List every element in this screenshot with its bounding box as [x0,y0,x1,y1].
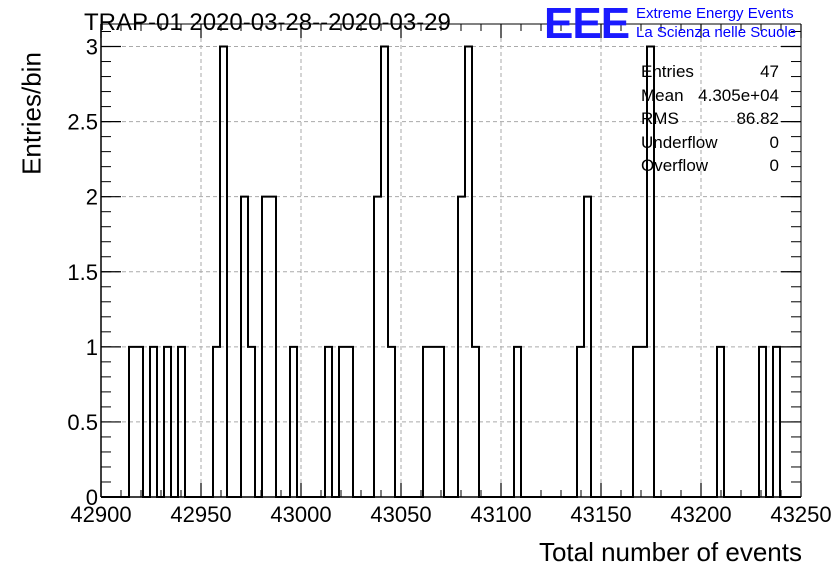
histogram-bin [150,347,157,497]
x-tick-label: 43100 [470,502,531,527]
histogram-bin [437,347,444,497]
stats-value: 0 [769,156,779,175]
stats-key: Mean [641,85,684,105]
histogram-bin [633,347,640,497]
histogram-bin [577,347,584,497]
histogram-bin [248,347,255,497]
x-tick-label: 42900 [70,502,131,527]
histogram-bin [773,347,780,497]
eee-logo: EEE [544,0,630,48]
stats-row-entries: Entries 47 [641,60,779,84]
x-tick-label: 43050 [370,502,431,527]
y-tick-label: 2 [86,185,98,210]
histogram-bin [290,347,297,497]
histogram-bin [164,347,171,497]
y-tick-label: 0 [86,485,98,510]
x-tick-label: 43150 [570,502,631,527]
stats-value: 0 [769,132,779,152]
histogram-bin [220,47,227,497]
histogram-bin [640,347,647,497]
y-tick-label: 1.5 [67,260,98,285]
histogram-bin [346,347,353,497]
x-tick-label: 42950 [170,502,231,527]
histogram-bin [178,347,185,497]
histogram-bin [465,47,472,497]
logo-caption-line2: La Scienza nelle Scuole [636,24,797,41]
histogram-bin [339,347,346,497]
y-tick-label: 0.5 [67,410,98,435]
histogram-bin [584,197,591,497]
stats-value: 47 [760,62,779,81]
chart-title: TRAP-01 2020-03-28--2020-03-29 [84,9,451,36]
histogram-bin [262,197,269,497]
histogram-bin [374,197,381,497]
histogram-bin [241,197,248,497]
histogram-bin [458,197,465,497]
y-axis-label: Entries/bin [16,52,47,175]
stats-value: 4.305e+04 [698,85,779,105]
histogram-bin [472,347,479,497]
stats-key: Underflow [641,132,718,152]
stats-row-underflow: Underflow 0 [641,131,779,155]
histogram-outline [101,45,801,498]
histogram-bin [269,197,276,497]
histogram-bin [136,347,143,497]
histogram-bin [514,347,521,497]
histogram-bin [423,347,430,497]
x-tick-label: 43200 [670,502,731,527]
histogram-bin [381,47,388,497]
y-tick-label: 1 [86,335,98,360]
logo-caption: Extreme Energy Events La Scienza nelle S… [636,4,796,42]
stats-row-mean: Mean 4.305e+04 [641,84,779,108]
stats-box: Entries 47 Mean 4.305e+04 RMS 86.82 Unde… [641,60,779,178]
histogram-bin [388,347,395,497]
x-tick-label: 43000 [270,502,331,527]
histogram-bin [717,347,724,497]
histogram-bin [325,347,332,497]
stats-key: Entries [641,62,694,81]
histogram-bin [430,347,437,497]
histogram-bin [759,347,766,497]
stats-key: Overflow [641,156,709,175]
stats-row-rms: RMS 86.82 [641,107,779,131]
histogram-bin [129,347,136,497]
histogram-bin [213,347,220,497]
logo-caption-line1: Extreme Energy Events [636,5,794,22]
stats-row-overflow: Overflow 0 [641,154,779,178]
x-tick-label: 43250 [770,502,831,527]
stats-key: RMS [641,109,679,128]
x-axis-label: Total number of events [538,537,802,567]
stats-value: 86.82 [736,109,779,128]
y-tick-label: 3 [86,35,98,60]
y-tick-label: 2.5 [67,110,98,135]
